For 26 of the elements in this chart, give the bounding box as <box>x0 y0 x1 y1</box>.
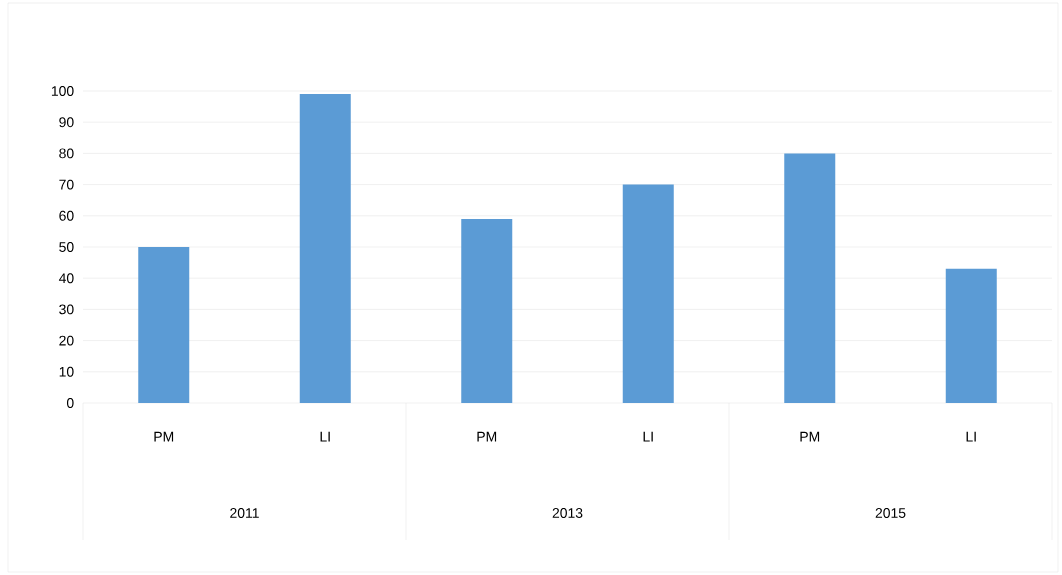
bar <box>622 184 674 403</box>
y-tick-label: 90 <box>59 117 74 128</box>
y-tick-label: 10 <box>59 366 74 377</box>
x-tick-label: PM <box>477 431 497 442</box>
bar <box>945 268 997 403</box>
x-tick-label: PM <box>154 431 174 442</box>
x-tick-label: LI <box>966 431 976 442</box>
x-tick-label: LI <box>320 431 330 442</box>
bar <box>299 94 351 403</box>
bar <box>461 218 513 403</box>
x-tick-label: LI <box>643 431 653 442</box>
y-tick-label: 80 <box>59 148 74 159</box>
text: 2013 <box>552 508 583 518</box>
y-tick-label: 100 <box>51 86 74 96</box>
y-tick-label: 0 <box>66 398 74 408</box>
y-tick-label: 70 <box>59 179 74 190</box>
y-tick-label: 50 <box>59 242 74 252</box>
y-tick-label: 30 <box>59 304 74 315</box>
bar <box>784 153 836 403</box>
text: 2015 <box>875 508 906 518</box>
bar <box>138 247 190 403</box>
x-tick-label: PM <box>800 431 820 442</box>
y-tick-label: 20 <box>59 335 74 346</box>
y-tick-label: 40 <box>58 273 74 284</box>
y-tick-label: 60 <box>59 210 74 221</box>
text: 2011 <box>230 508 259 518</box>
